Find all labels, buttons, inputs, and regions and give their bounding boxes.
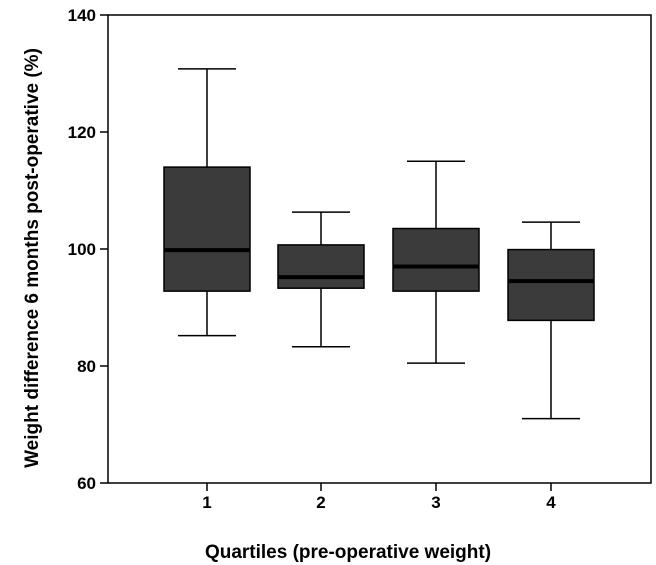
y-axis: 60 80 100 120 140 (68, 6, 108, 493)
y-tick-label: 80 (77, 357, 96, 376)
y-axis-label: Weight difference 6 months post-operativ… (22, 48, 43, 468)
boxes (163, 68, 595, 420)
y-tick-label: 100 (68, 240, 96, 259)
box-iqr (507, 248, 595, 322)
box-iqr (277, 244, 365, 289)
box-1 (163, 68, 251, 337)
y-tick-label: 140 (68, 6, 96, 25)
y-tick-label: 120 (68, 123, 96, 142)
x-axis: 1 2 3 4 (202, 483, 556, 512)
y-tick-label: 60 (77, 474, 96, 493)
box-4 (507, 221, 595, 420)
x-tick-label: 4 (546, 493, 556, 512)
box-iqr (163, 166, 251, 292)
x-axis-label: Quartiles (pre-operative weight) (205, 542, 491, 563)
x-tick-label: 3 (431, 493, 440, 512)
box-2 (277, 211, 365, 348)
x-tick-label: 2 (316, 493, 325, 512)
box-3 (392, 160, 480, 364)
x-tick-label: 1 (202, 493, 211, 512)
box-iqr (392, 227, 480, 292)
